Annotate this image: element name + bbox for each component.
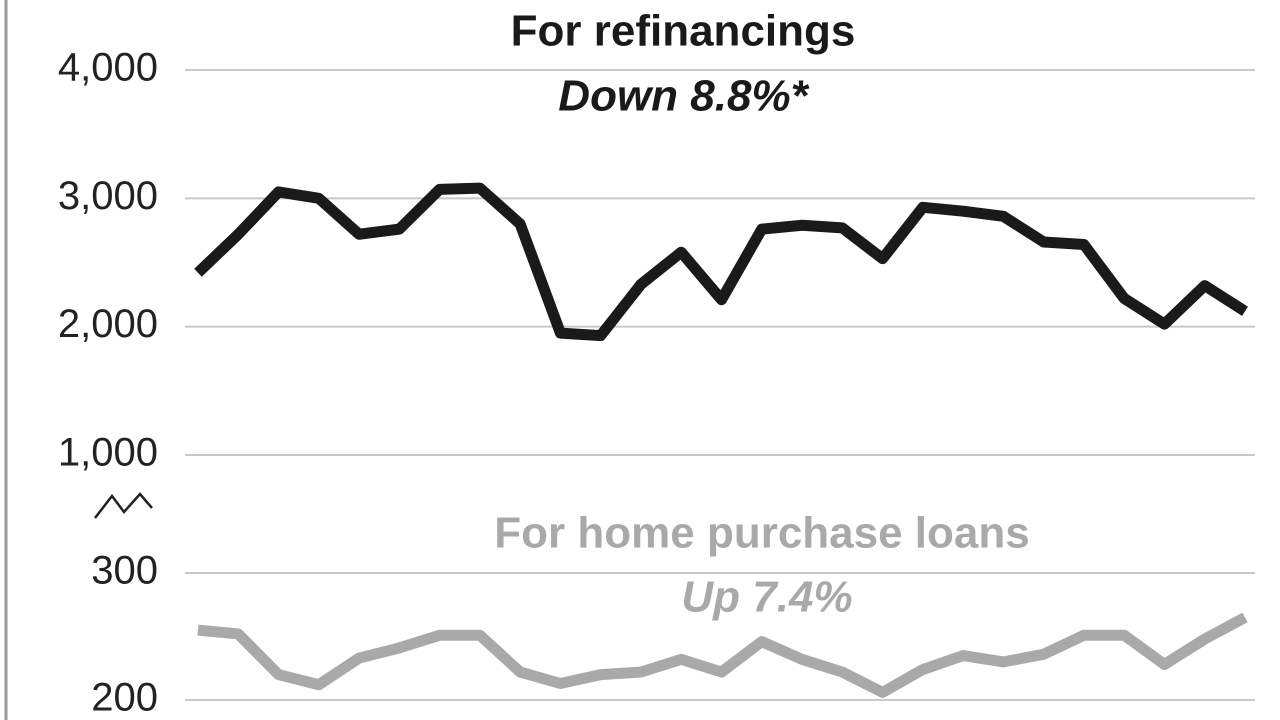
panel-title: For refinancings (511, 7, 856, 56)
plot-layer: 1,000 2,000 3,000 4,000 For refinancings Down… (58, 2, 1255, 720)
y-tick-label: 1,000 (58, 431, 158, 475)
panel-subtitle: Down 8.8%* (558, 72, 809, 121)
data-line (194, 182, 1248, 342)
y-tick-label: 3,000 (58, 174, 158, 218)
axis-break (94, 492, 153, 519)
y-tick-label: 200 (91, 676, 158, 720)
data-line (197, 612, 1248, 698)
y-tick-label: 4,000 (58, 46, 158, 90)
y-tick-label: 300 (91, 549, 158, 593)
y-tick-label: 2,000 (58, 302, 158, 346)
panel-subtitle: Up 7.4% (681, 573, 852, 622)
panel-title: For home purchase loans (494, 509, 1029, 558)
mark-layer (194, 182, 1248, 698)
grid-layer (185, 69, 1255, 701)
text-layer: 1,000 2,000 3,000 4,000 For refinancings Down… (58, 2, 1035, 720)
